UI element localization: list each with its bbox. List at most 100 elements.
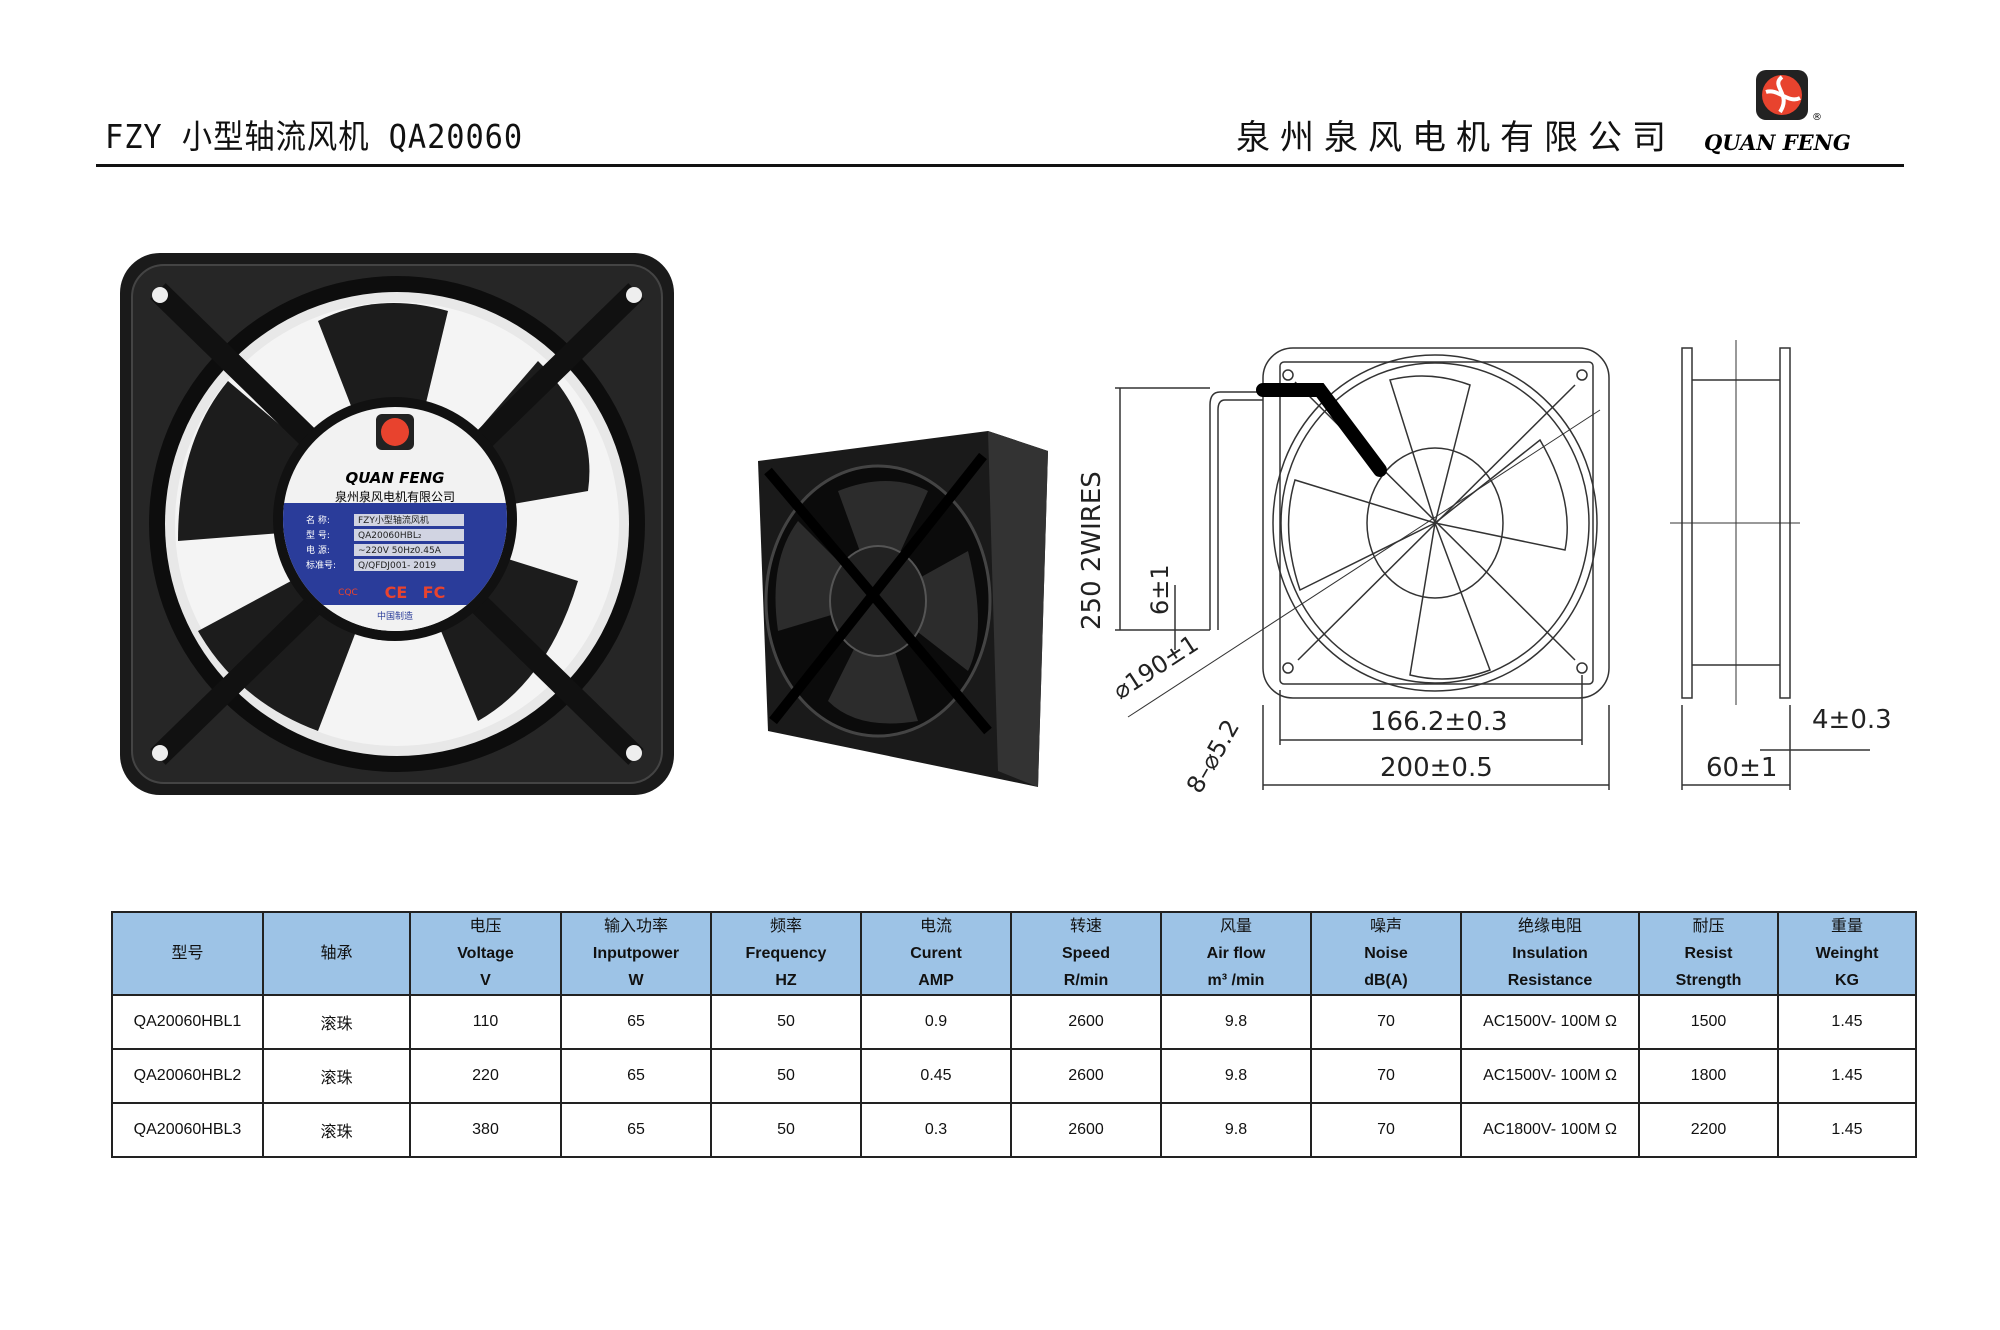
table-cell: 65 <box>560 1048 712 1104</box>
table-cell: 9.8 <box>1160 1102 1312 1158</box>
flange-dimension: 4±0.3 <box>1812 705 1892 735</box>
ce-mark: CE <box>385 583 408 602</box>
column-header-line: 绝缘电阻 <box>1517 918 1582 935</box>
label-key: 名 称: <box>306 514 330 526</box>
cqc-mark: CQC <box>338 588 358 598</box>
table-cell: 滚珠 <box>262 1048 411 1104</box>
table-cell: 1500 <box>1638 994 1779 1050</box>
header-divider <box>96 164 1904 167</box>
column-header: 型号 <box>111 911 264 996</box>
table-cell: QA20060HBL3 <box>111 1102 264 1158</box>
column-header-line: KG <box>1835 972 1859 989</box>
column-header-line: V <box>480 972 491 989</box>
column-header: 噪声 Noise dB(A) <box>1310 911 1462 996</box>
column-header-line: Frequency <box>745 945 827 962</box>
label-key: 标准号: <box>306 559 336 571</box>
column-header-line: 电流 <box>919 918 952 935</box>
table-cell: 50 <box>710 1102 862 1158</box>
column-header-line: Speed <box>1061 945 1110 962</box>
table-cell: 1800 <box>1638 1048 1779 1104</box>
column-header-line: Resist <box>1684 945 1733 962</box>
fan-front-photo: QUAN FENG 泉州泉风电机有限公司 名 称: 型 号: 电 源: 标准号:… <box>120 253 674 795</box>
table-cell: 70 <box>1310 994 1462 1050</box>
table-cell: 70 <box>1310 1048 1462 1104</box>
brand-wordmark: QUAN FENG <box>1704 130 1851 155</box>
table-cell: QA20060HBL1 <box>111 994 264 1050</box>
column-header-line: Inputpower <box>592 945 680 962</box>
table-cell: 0.45 <box>860 1048 1012 1104</box>
column-header-line: Air flow <box>1206 945 1266 962</box>
column-header: 频率 Frequency HZ <box>710 911 862 996</box>
label-value: FZY小型轴流风机 <box>358 514 429 526</box>
table-cell: 滚珠 <box>262 1102 411 1158</box>
table-cell: 0.9 <box>860 994 1012 1050</box>
table-cell: 2600 <box>1010 994 1162 1050</box>
page-title: FZY 小型轴流风机 QA20060 <box>105 117 524 156</box>
column-header: 电压 Voltage V <box>409 911 562 996</box>
label-company: 泉州泉风电机有限公司 <box>335 490 455 504</box>
column-header: 耐压 Resist Strength <box>1638 911 1779 996</box>
table-row: QA20060HBL2 滚珠 220 65 50 0.45 2600 9.8 70 AC1500V… <box>111 1048 1917 1104</box>
table-cell: 1.45 <box>1777 994 1917 1050</box>
column-header-line: Weinght <box>1815 945 1879 962</box>
column-header-line: Voltage <box>457 945 514 962</box>
table-cell: 2200 <box>1638 1102 1779 1158</box>
table-cell: 70 <box>1310 1102 1462 1158</box>
table-header-row: 型号 轴承 电压 Voltage V 输入功率 Inputpower W 频率 Frequency… <box>111 911 1917 996</box>
column-header: 电流 Curent AMP <box>860 911 1012 996</box>
depth-dimension: 60±1 <box>1706 753 1777 783</box>
table-cell: 65 <box>560 1102 712 1158</box>
width-dimension: 200±0.5 <box>1380 753 1493 783</box>
column-header-line: 风量 <box>1219 918 1252 935</box>
column-header-line: Insulation <box>1512 945 1588 962</box>
quan-feng-logo: ® QUAN FENG <box>1704 70 1851 155</box>
table-cell: 110 <box>409 994 562 1050</box>
dimension-drawing: 250 2WIRES 6±1 ⌀190±1 8–⌀5.2 166.2±0.3 2… <box>1077 340 1892 798</box>
table-row: QA20060HBL1 滚珠 110 65 50 0.9 2600 9.8 70 AC1500V-… <box>111 994 1917 1050</box>
column-header-line: W <box>628 972 644 989</box>
column-header: 转速 Speed R/min <box>1010 911 1162 996</box>
column-header: 风量 Air flow m³ /min <box>1160 911 1312 996</box>
table-cell: 220 <box>409 1048 562 1104</box>
registered-mark: ® <box>1812 112 1822 123</box>
column-header-line: Resistance <box>1507 972 1593 989</box>
diameter-dimension: ⌀190±1 <box>1108 629 1203 705</box>
column-header-line: HZ <box>775 972 797 989</box>
table-cell: 0.3 <box>860 1102 1012 1158</box>
table-cell: 滚珠 <box>262 994 411 1050</box>
table-body: QA20060HBL1 滚珠 110 65 50 0.9 2600 9.8 70 AC1500V-… <box>111 994 1917 1158</box>
table-cell: 1.45 <box>1777 1048 1917 1104</box>
hole-spacing-dimension: 166.2±0.3 <box>1370 707 1508 737</box>
spec-table: 型号 轴承 电压 Voltage V 输入功率 Inputpower W 频率 Frequency… <box>111 911 1917 1158</box>
table-cell: 50 <box>710 1048 862 1104</box>
column-header-line: dB(A) <box>1364 972 1408 989</box>
column-header-line: 型号 <box>171 945 204 962</box>
column-header: 轴承 <box>262 911 411 996</box>
column-header-line: 耐压 <box>1692 918 1725 935</box>
label-key: 型 号: <box>306 530 330 541</box>
column-header-line: Strength <box>1675 972 1742 989</box>
label-value: ~220V 50Hz0.45A <box>358 546 442 556</box>
label-value: QA20060HBL₂ <box>358 531 422 541</box>
table-cell: AC1500V- 100M Ω <box>1460 994 1640 1050</box>
table-cell: AC1800V- 100M Ω <box>1460 1102 1640 1158</box>
label-brand: QUAN FENG <box>345 469 444 487</box>
table-cell: AC1500V- 100M Ω <box>1460 1048 1640 1104</box>
column-header-line: m³ /min <box>1207 972 1265 989</box>
column-header: 绝缘电阻 Insulation Resistance <box>1460 911 1640 996</box>
made-in-china: 中国制造 <box>377 610 413 622</box>
column-header-line: 电压 <box>469 918 502 935</box>
table-cell: 9.8 <box>1160 994 1312 1050</box>
column-header-line: Curent <box>910 945 962 962</box>
table-cell: 9.8 <box>1160 1048 1312 1104</box>
column-header-line: 重量 <box>1830 918 1863 935</box>
table-row: QA20060HBL3 滚珠 380 65 50 0.3 2600 9.8 70 AC1800V-… <box>111 1102 1917 1158</box>
column-header-line: 输入功率 <box>603 918 668 935</box>
table-cell: 2600 <box>1010 1048 1162 1104</box>
table-cell: 65 <box>560 994 712 1050</box>
strip-dimension: 6±1 <box>1146 564 1174 615</box>
table-cell: 2600 <box>1010 1102 1162 1158</box>
column-header-line: 转速 <box>1069 918 1102 935</box>
label-value: Q/QFDJ001- 2019 <box>358 561 436 571</box>
hole-dimension: 8–⌀5.2 <box>1181 715 1245 798</box>
